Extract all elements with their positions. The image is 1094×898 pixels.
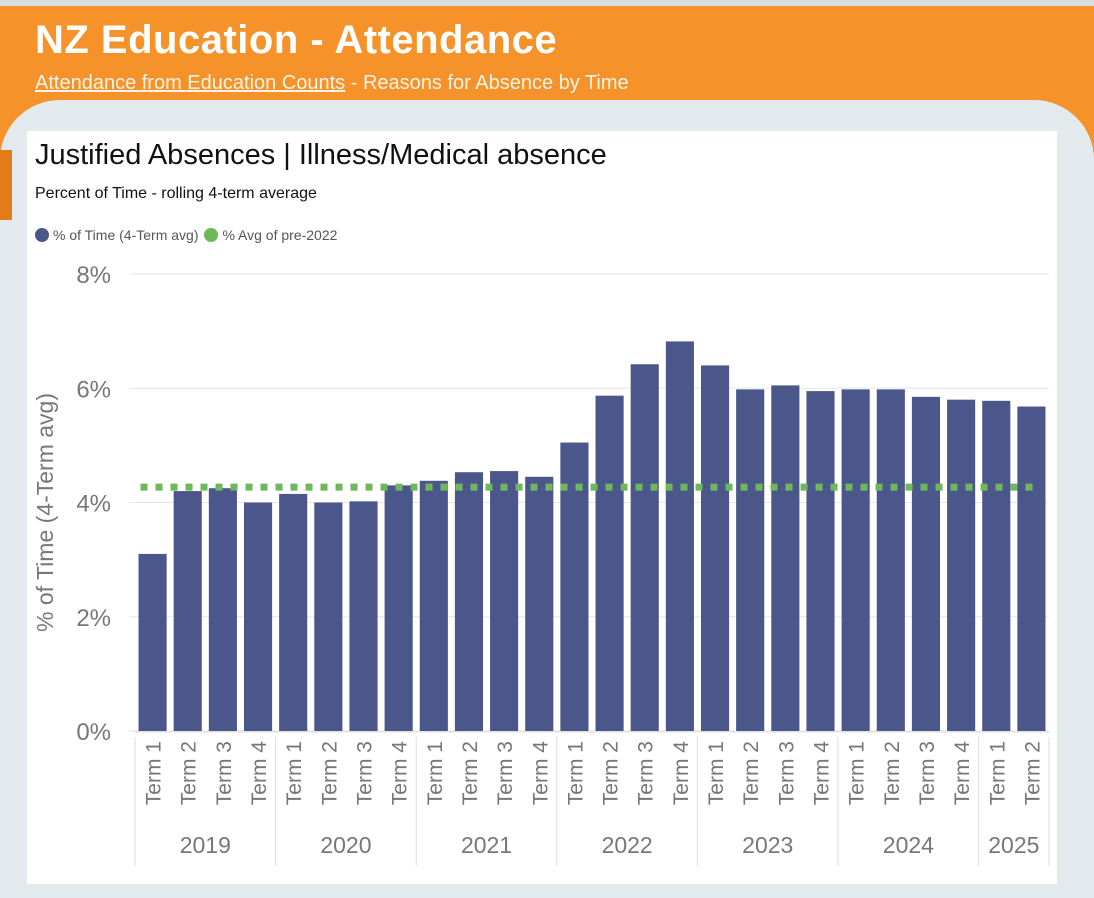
x-tick-label-term: Term 3 [354, 741, 377, 805]
bar [419, 480, 448, 731]
bar [490, 471, 519, 731]
bar [454, 472, 484, 731]
bar [243, 502, 273, 731]
legend-dot-series1 [35, 228, 49, 242]
education-counts-link[interactable]: Attendance from Education Counts [35, 72, 346, 94]
x-tick-label-term: Term 1 [846, 741, 869, 805]
legend-label-series2: % Avg of pre-2022 [222, 227, 338, 243]
x-tick-label-year: 2023 [742, 832, 793, 858]
x-tick-label-term: Term 1 [143, 741, 166, 805]
legend-item-series1[interactable]: % of Time (4-Term avg) [35, 227, 198, 243]
x-tick-label-term: Term 1 [424, 741, 447, 805]
x-tick-label-term: Term 3 [494, 741, 517, 805]
x-tick-label-term: Term 4 [670, 741, 693, 806]
bar [841, 389, 870, 731]
bar [595, 395, 624, 731]
page-title: NZ Education - Attendance [35, 18, 558, 62]
y-tick-label: 8% [76, 262, 111, 289]
bar [982, 400, 1011, 731]
x-tick-label-term: Term 4 [951, 741, 974, 806]
x-tick-label-term: Term 2 [459, 741, 482, 805]
bar [279, 493, 308, 731]
bar [173, 491, 202, 731]
bar [911, 396, 941, 731]
legend-dot-series2 [204, 228, 219, 242]
bar [736, 389, 765, 731]
x-tick-label-term: Term 4 [811, 741, 834, 806]
x-tick-label-term: Term 2 [1021, 741, 1044, 805]
x-tick-label-term: Term 3 [213, 741, 236, 805]
x-tick-label-year: 2024 [883, 832, 934, 858]
chart-card: Justified Absences | Illness/Medical abs… [27, 131, 1057, 884]
x-tick-label-term: Term 1 [564, 741, 587, 805]
bar-chart: 0% 2% 4% 6% 8% % of Time (4-Term avg) Term 1 Te… [32, 262, 1050, 866]
x-tick-label-year: 2025 [988, 832, 1039, 858]
x-tick-label-term: Term 4 [529, 741, 552, 806]
x-tick-label-year: 2020 [320, 832, 371, 858]
x-tick-label-term: Term 2 [600, 741, 623, 805]
bar [208, 488, 237, 731]
page-subtitle: Attendance from Education Counts - Reaso… [35, 72, 629, 95]
x-tick-label-term: Term 4 [389, 741, 412, 806]
x-tick-label-term: Term 2 [881, 741, 904, 805]
chart-subtitle: Percent of Time - rolling 4-term average [35, 185, 317, 202]
chart-title: Justified Absences | Illness/Medical abs… [35, 139, 607, 171]
bar [665, 341, 694, 731]
bar [630, 364, 659, 731]
x-tick-label-term: Term 1 [283, 741, 306, 805]
x-tick-label-term: Term 3 [775, 741, 798, 805]
bar [1017, 406, 1046, 731]
bar [560, 442, 589, 731]
x-tick-label-term: Term 2 [178, 741, 201, 805]
chart-legend: % of Time (4-Term avg) % Avg of pre-2022 [35, 227, 343, 243]
y-axis-label: % of Time (4-Term avg) [32, 393, 58, 632]
bar [771, 385, 800, 731]
y-tick-label: 0% [76, 719, 111, 746]
bar [384, 485, 413, 731]
x-tick-label-term: Term 4 [248, 741, 271, 806]
bar [138, 553, 167, 731]
bar [947, 399, 976, 731]
x-tick-label-term: Term 1 [705, 741, 728, 805]
x-tick-label-year: 2021 [461, 832, 512, 858]
bar [525, 476, 554, 731]
bar [700, 365, 730, 731]
x-tick-label-term: Term 2 [740, 741, 763, 805]
y-tick-label: 2% [76, 605, 111, 632]
x-tick-label-term: Term 3 [635, 741, 658, 805]
x-tick-label-term: Term 3 [916, 741, 939, 805]
x-tick-label-term: Term 2 [318, 741, 341, 805]
bar [806, 391, 835, 731]
subtitle-text: - Reasons for Absence by Time [345, 72, 629, 94]
x-tick-label-term: Term 1 [986, 741, 1009, 805]
y-tick-label: 6% [76, 376, 111, 403]
y-tick-label: 4% [76, 491, 111, 518]
bar [314, 502, 343, 731]
legend-label-series1: % of Time (4-Term avg) [53, 227, 199, 243]
top-strip [0, 0, 1094, 6]
x-tick-label-year: 2022 [602, 832, 653, 858]
x-tick-label-year: 2019 [180, 832, 231, 858]
header-accent-strip [0, 150, 12, 220]
bar [349, 501, 378, 731]
bar [876, 389, 905, 731]
legend-item-series2[interactable]: % Avg of pre-2022 [204, 227, 337, 243]
